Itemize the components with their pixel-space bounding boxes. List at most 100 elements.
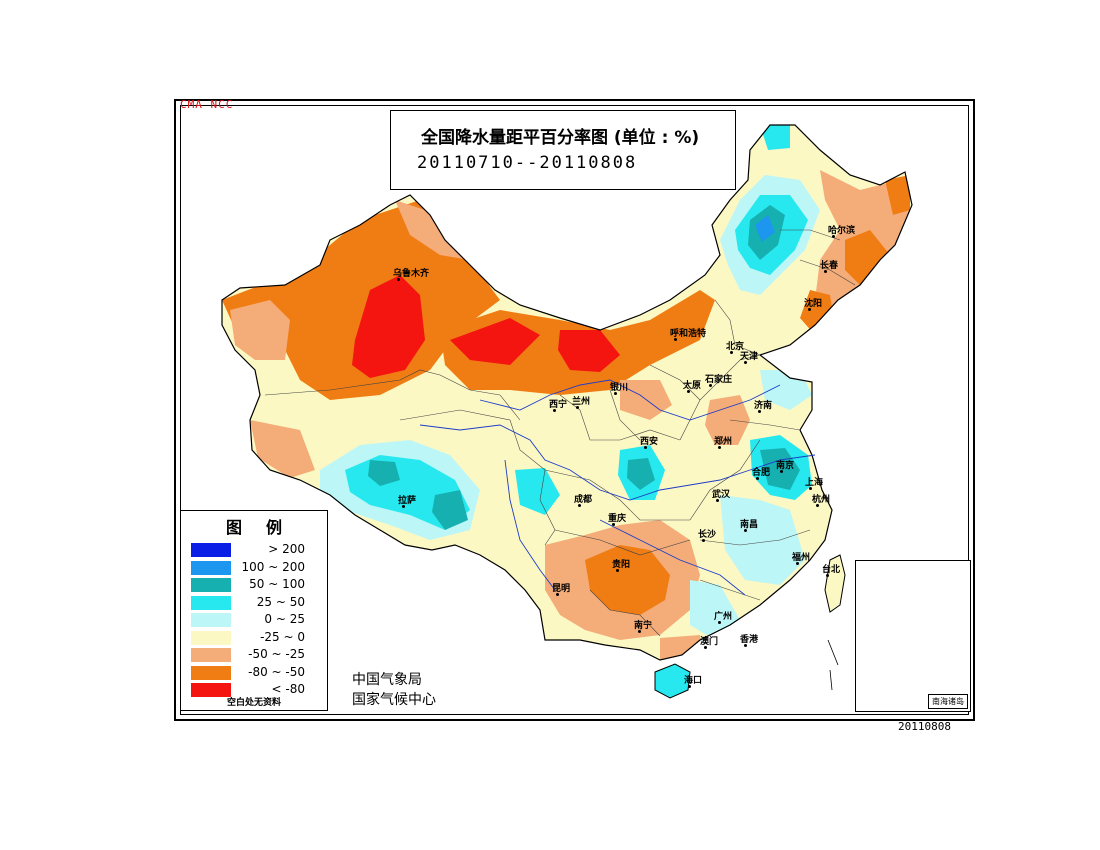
agency-line-1: 中国气象局 xyxy=(352,672,422,688)
city-marker xyxy=(576,406,579,409)
city-label: 台北 xyxy=(822,565,841,575)
hainan-island xyxy=(654,663,691,699)
city-label: 呼和浩特 xyxy=(670,329,707,339)
city-label: 昆明 xyxy=(552,584,571,594)
city-label: 长沙 xyxy=(698,530,717,540)
legend-item: -50 ~ -25 xyxy=(191,646,323,663)
city-marker xyxy=(709,384,712,387)
city-label: 天津 xyxy=(740,352,759,362)
map-date-range: 20110710--20110808 xyxy=(417,153,638,173)
city-label: 石家庄 xyxy=(705,375,733,385)
city-marker xyxy=(704,646,707,649)
rivers xyxy=(419,379,816,596)
city-marker xyxy=(638,630,641,633)
city-marker xyxy=(397,278,400,281)
date-stamp: 20110808 xyxy=(898,720,951,733)
legend-note: 空白处无资料 xyxy=(226,698,281,708)
city-marker xyxy=(718,621,721,624)
legend-item: < -80 xyxy=(191,681,323,698)
city-label: 贵阳 xyxy=(612,560,631,570)
legend-item: -80 ~ -50 xyxy=(191,664,323,681)
city-marker xyxy=(744,361,747,364)
city-label: 西安 xyxy=(640,437,659,447)
city-label: 拉萨 xyxy=(398,496,417,506)
legend-swatch xyxy=(191,630,231,645)
legend-item: 100 ~ 200 xyxy=(191,559,323,576)
legend-item: 0 ~ 25 xyxy=(191,611,323,628)
city-label: 西宁 xyxy=(549,400,568,410)
legend-swatch xyxy=(191,560,231,575)
city-marker xyxy=(702,539,705,542)
city-marker xyxy=(796,562,799,565)
legend-label: -50 ~ -25 xyxy=(248,647,305,661)
city-marker xyxy=(718,446,721,449)
city-marker xyxy=(758,410,761,413)
city-label: 南昌 xyxy=(740,520,759,530)
agency-line-2: 国家气候中心 xyxy=(352,692,436,708)
city-marker xyxy=(744,529,747,532)
city-marker xyxy=(644,446,647,449)
city-marker xyxy=(826,574,829,577)
city-label: 杭州 xyxy=(812,495,831,505)
inset-label: 南海诸岛 xyxy=(928,694,968,709)
legend-swatch xyxy=(191,578,231,592)
legend-label: < -80 xyxy=(271,682,305,696)
legend-item: > 200 xyxy=(191,541,323,558)
east-coast-marks xyxy=(827,639,839,691)
city-label: 重庆 xyxy=(608,514,627,524)
city-marker xyxy=(674,338,677,341)
legend-label: > 200 xyxy=(268,542,305,556)
city-label: 北京 xyxy=(726,342,745,352)
map-inner-border xyxy=(180,105,969,715)
legend-swatch xyxy=(191,613,231,627)
city-marker xyxy=(578,504,581,507)
city-marker xyxy=(614,392,617,395)
legend-item: 25 ~ 50 xyxy=(191,594,323,611)
city-marker xyxy=(687,390,690,393)
city-label: 澳门 xyxy=(700,637,719,647)
city-label: 太原 xyxy=(683,381,702,391)
map-title: 全国降水量距平百分率图 (单位 : %) xyxy=(421,128,700,148)
city-marker xyxy=(556,593,559,596)
legend: 图例 > 200 100 ~ 200 50 ~ 100 25 ~ 50 0 ~ 25 -2… xyxy=(180,510,328,711)
credit-text: CMA NCC xyxy=(180,98,234,111)
city-label: 乌鲁木齐 xyxy=(393,269,430,279)
city-label: 广州 xyxy=(714,612,733,622)
city-label: 上海 xyxy=(805,478,824,488)
city-label: 福州 xyxy=(792,553,811,563)
legend-swatch xyxy=(191,543,231,557)
city-marker xyxy=(402,505,405,508)
city-label: 武汉 xyxy=(712,490,731,500)
legend-swatch xyxy=(191,665,231,680)
city-label: 成都 xyxy=(574,495,593,505)
legend-label: 50 ~ 100 xyxy=(249,577,305,591)
legend-swatch xyxy=(191,683,231,697)
city-label: 长春 xyxy=(820,261,839,271)
city-marker xyxy=(824,270,827,273)
legend-label: -25 ~ 0 xyxy=(260,629,305,644)
taiwan-island xyxy=(824,554,846,613)
city-label: 兰州 xyxy=(572,397,591,407)
city-label: 海口 xyxy=(684,676,703,686)
city-label: 香港 xyxy=(740,635,759,645)
legend-label: -80 ~ -50 xyxy=(248,664,305,679)
city-marker xyxy=(716,499,719,502)
city-marker xyxy=(616,569,619,572)
city-marker xyxy=(730,351,733,354)
city-marker xyxy=(808,308,811,311)
title-box: 全国降水量距平百分率图 (单位 : %) 20110710--20110808 xyxy=(390,110,736,190)
city-marker xyxy=(816,504,819,507)
legend-item: 50 ~ 100 xyxy=(191,576,323,593)
city-marker xyxy=(832,235,835,238)
city-marker xyxy=(688,685,691,688)
city-marker xyxy=(809,487,812,490)
city-marker xyxy=(744,644,747,647)
south-china-sea-inset: 南海诸岛 xyxy=(855,560,971,712)
agency-block: 中国气象局 国家气候中心 xyxy=(352,670,436,710)
legend-label: 0 ~ 25 xyxy=(264,612,305,626)
city-label: 济南 xyxy=(754,401,773,411)
legend-label: 25 ~ 50 xyxy=(256,594,305,609)
city-label: 银川 xyxy=(610,383,629,393)
city-label: 郑州 xyxy=(714,437,733,447)
